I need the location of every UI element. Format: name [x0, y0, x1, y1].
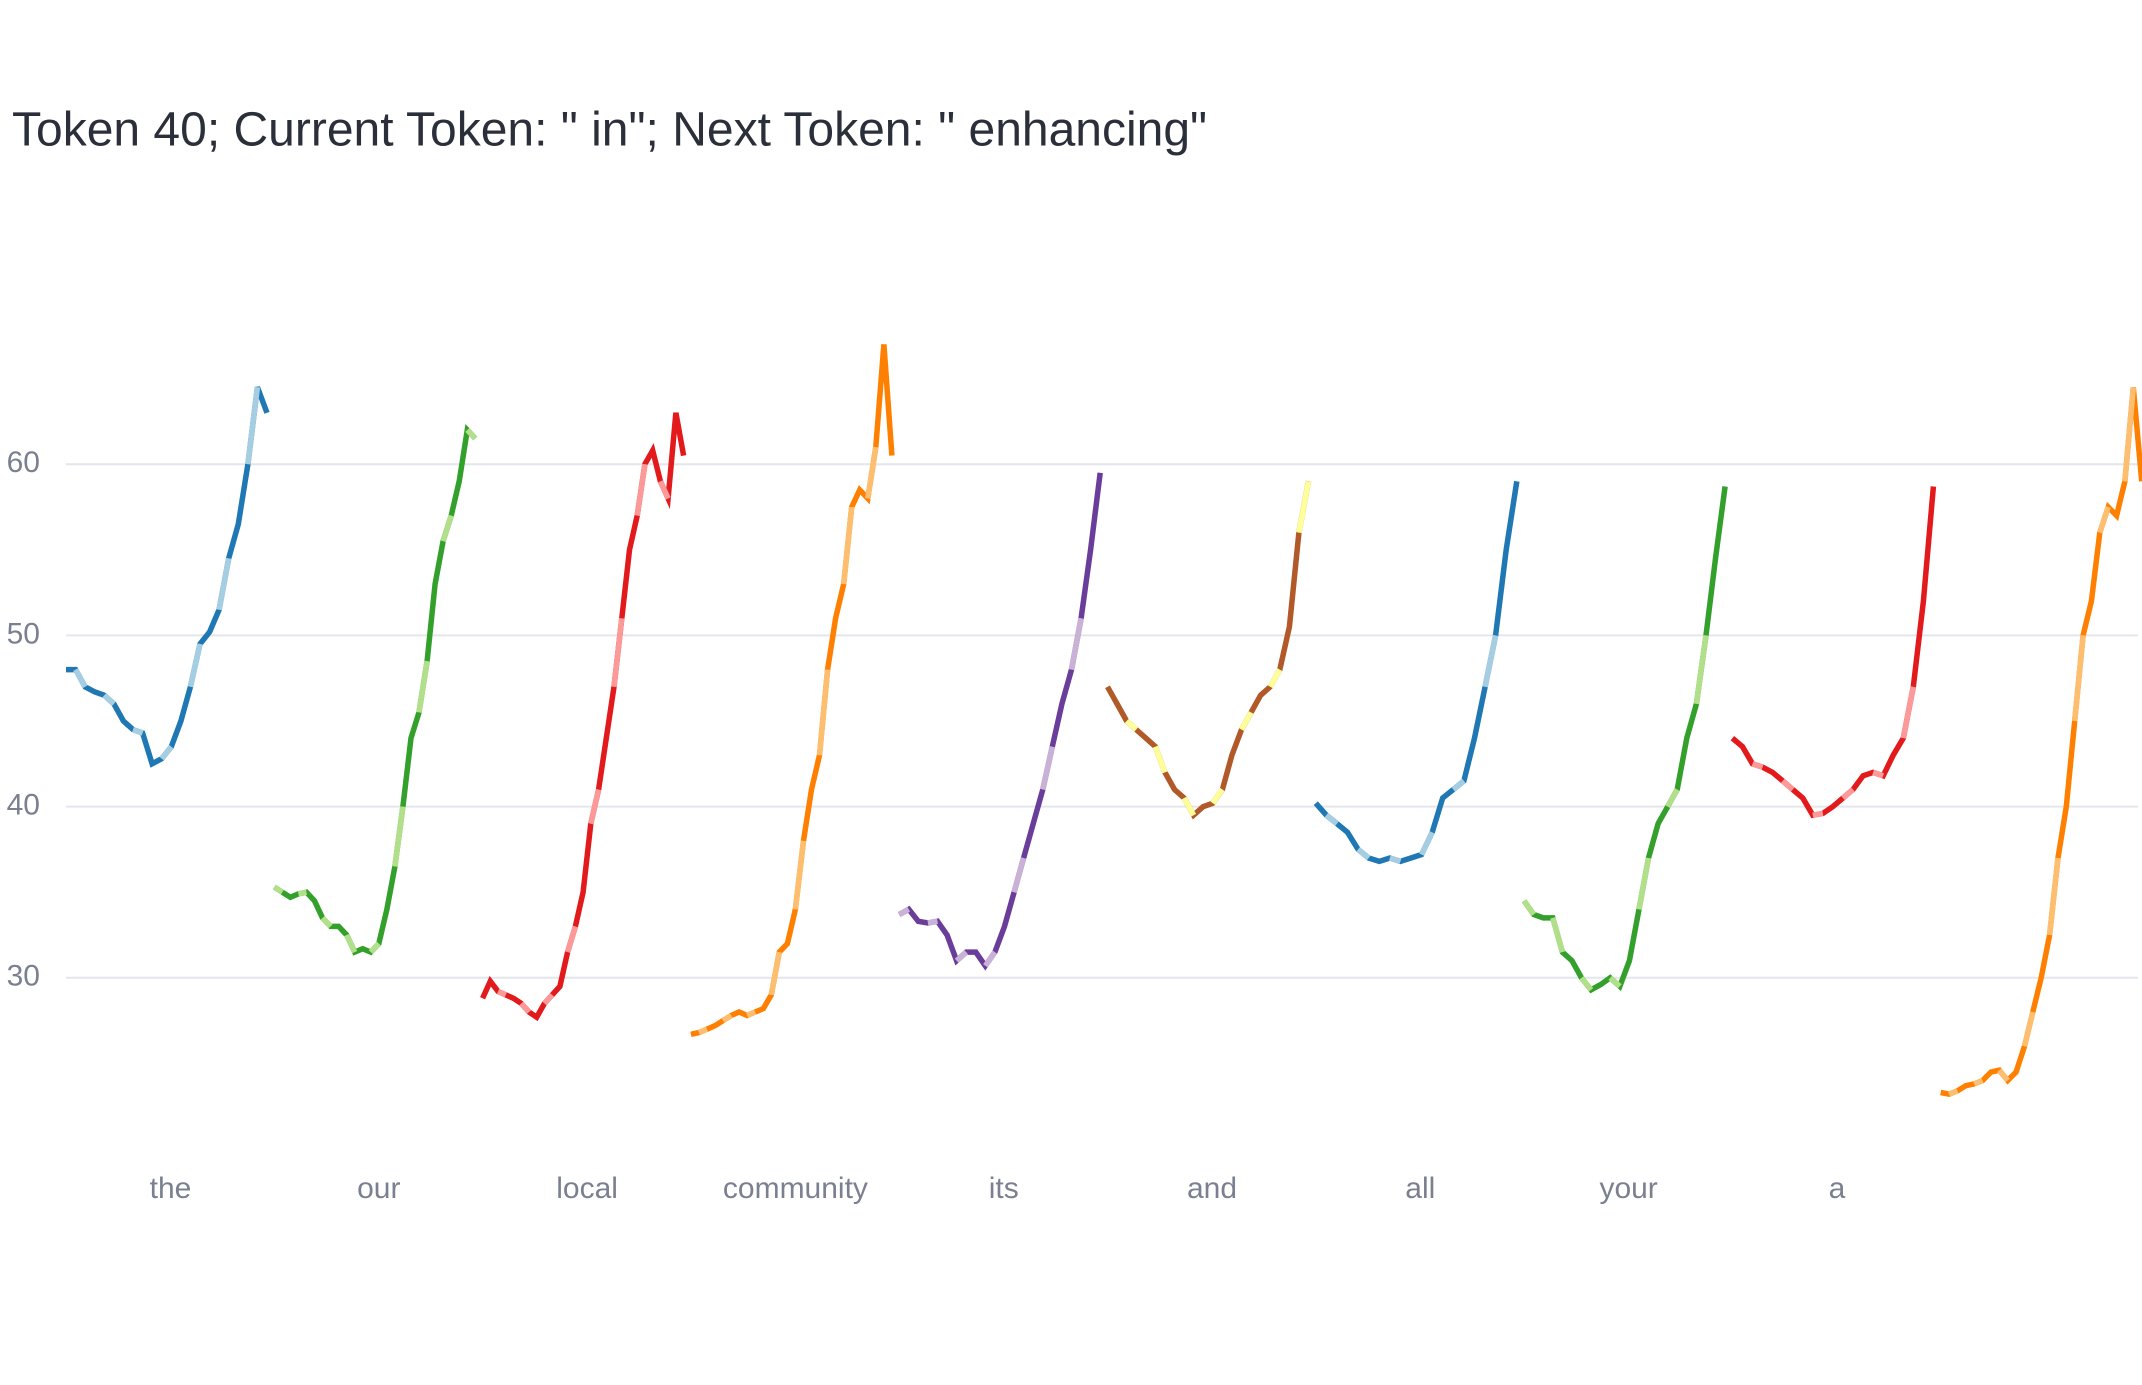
- series-segment: [496, 988, 507, 998]
- series-segment: [187, 643, 203, 688]
- series-segment: [840, 506, 855, 585]
- series-segment: [1579, 976, 1594, 992]
- x-tick-label: a: [1829, 1172, 1846, 1205]
- series-segment: [344, 933, 358, 954]
- series-segment: [320, 915, 333, 929]
- series-line: [1730, 486, 1937, 819]
- series-segment: [368, 941, 381, 955]
- series-segment: [1872, 769, 1885, 779]
- series-segment: [1751, 761, 1764, 770]
- series-segment: [1812, 810, 1824, 818]
- series-segment: [1181, 796, 1197, 817]
- series-segment: [1296, 480, 1312, 534]
- x-tick-label: its: [989, 1172, 1019, 1205]
- series-segment: [1997, 1068, 2010, 1083]
- series-segment: [440, 514, 454, 543]
- series-segment: [102, 693, 116, 706]
- series-line: [897, 472, 1103, 971]
- y-tick-label: 60: [7, 446, 40, 479]
- series-segment: [746, 1009, 757, 1018]
- x-tick-label: and: [1187, 1172, 1237, 1205]
- series-segment: [245, 386, 261, 465]
- series-segment: [2097, 506, 2111, 534]
- series-segment: [1267, 668, 1283, 689]
- series-line: [1521, 486, 1728, 994]
- series-segment: [721, 1013, 733, 1023]
- x-tick-label: all: [1405, 1172, 1435, 1205]
- series-segment: [1239, 711, 1254, 731]
- series-segment: [2071, 635, 2086, 722]
- series-line: [480, 412, 687, 1022]
- y-tick-label: 40: [7, 789, 40, 822]
- series-segment: [73, 668, 88, 689]
- series-segment: [1608, 975, 1622, 989]
- series-segment: [132, 726, 144, 736]
- series-segment: [159, 744, 174, 761]
- series-segment: [1973, 1077, 1984, 1087]
- series-line: [1105, 480, 1312, 820]
- series-segment: [1665, 788, 1680, 808]
- x-tick-label: local: [556, 1172, 618, 1205]
- series-line: [272, 424, 478, 956]
- series-segment: [657, 480, 671, 500]
- series-line: [1313, 480, 1520, 865]
- x-tick-label: our: [357, 1172, 400, 1205]
- series-segment: [2122, 386, 2137, 482]
- series-segment: [897, 906, 911, 917]
- series-segment: [927, 918, 938, 926]
- x-tick-label: the: [150, 1172, 192, 1205]
- series-segment: [611, 617, 625, 688]
- series-line: [1940, 386, 2142, 1098]
- series-segment: [1152, 745, 1168, 774]
- series-segment: [1636, 857, 1652, 910]
- series-line: [66, 386, 270, 768]
- series-segment: [1780, 778, 1795, 792]
- series-segment: [1324, 813, 1339, 826]
- series-segment: [465, 428, 478, 441]
- series-segment: [565, 925, 579, 953]
- series-segment: [1068, 617, 1084, 671]
- series-segment: [1389, 855, 1402, 865]
- series-segment: [1693, 635, 1709, 705]
- series-segment: [1356, 847, 1371, 861]
- series-segment: [1210, 787, 1225, 805]
- series-segment: [983, 950, 998, 968]
- series-segment: [1550, 917, 1566, 953]
- series-segment: [865, 446, 879, 499]
- x-tick-label: community: [723, 1172, 868, 1205]
- series-segment: [542, 993, 555, 1006]
- series-line: [690, 344, 895, 1037]
- series-segment: [519, 1001, 532, 1014]
- series-segment: [297, 889, 308, 897]
- series-segment: [1521, 899, 1536, 917]
- series-segment: [588, 788, 602, 825]
- y-tick-label: 30: [7, 960, 40, 993]
- series-segment: [416, 660, 430, 713]
- x-tick-label: your: [1599, 1172, 1657, 1205]
- series-segment: [392, 806, 406, 867]
- series-segment: [634, 463, 648, 516]
- series-segment: [1040, 746, 1056, 791]
- series-segment: [1451, 778, 1466, 792]
- series-segment: [1841, 787, 1855, 801]
- series-segment: [697, 1026, 709, 1036]
- series-segment: [2046, 857, 2061, 936]
- series-segment: [816, 669, 831, 756]
- series-segment: [1900, 686, 1916, 739]
- series-segment: [216, 557, 232, 611]
- series-segment: [768, 951, 783, 996]
- series-segment: [2021, 1011, 2036, 1047]
- series-segment: [1124, 718, 1139, 732]
- series-segment: [272, 884, 284, 895]
- chart-title: Token 40; Current Token: " in"; Next Tok…: [12, 104, 1207, 157]
- series-segment: [954, 950, 969, 963]
- series-segment: [1948, 1088, 1959, 1097]
- series-segment: [792, 840, 807, 910]
- series-segment: [1419, 831, 1435, 856]
- series-segment: [1482, 634, 1499, 688]
- series-segment: [1011, 857, 1027, 893]
- y-tick-label: 50: [7, 617, 40, 650]
